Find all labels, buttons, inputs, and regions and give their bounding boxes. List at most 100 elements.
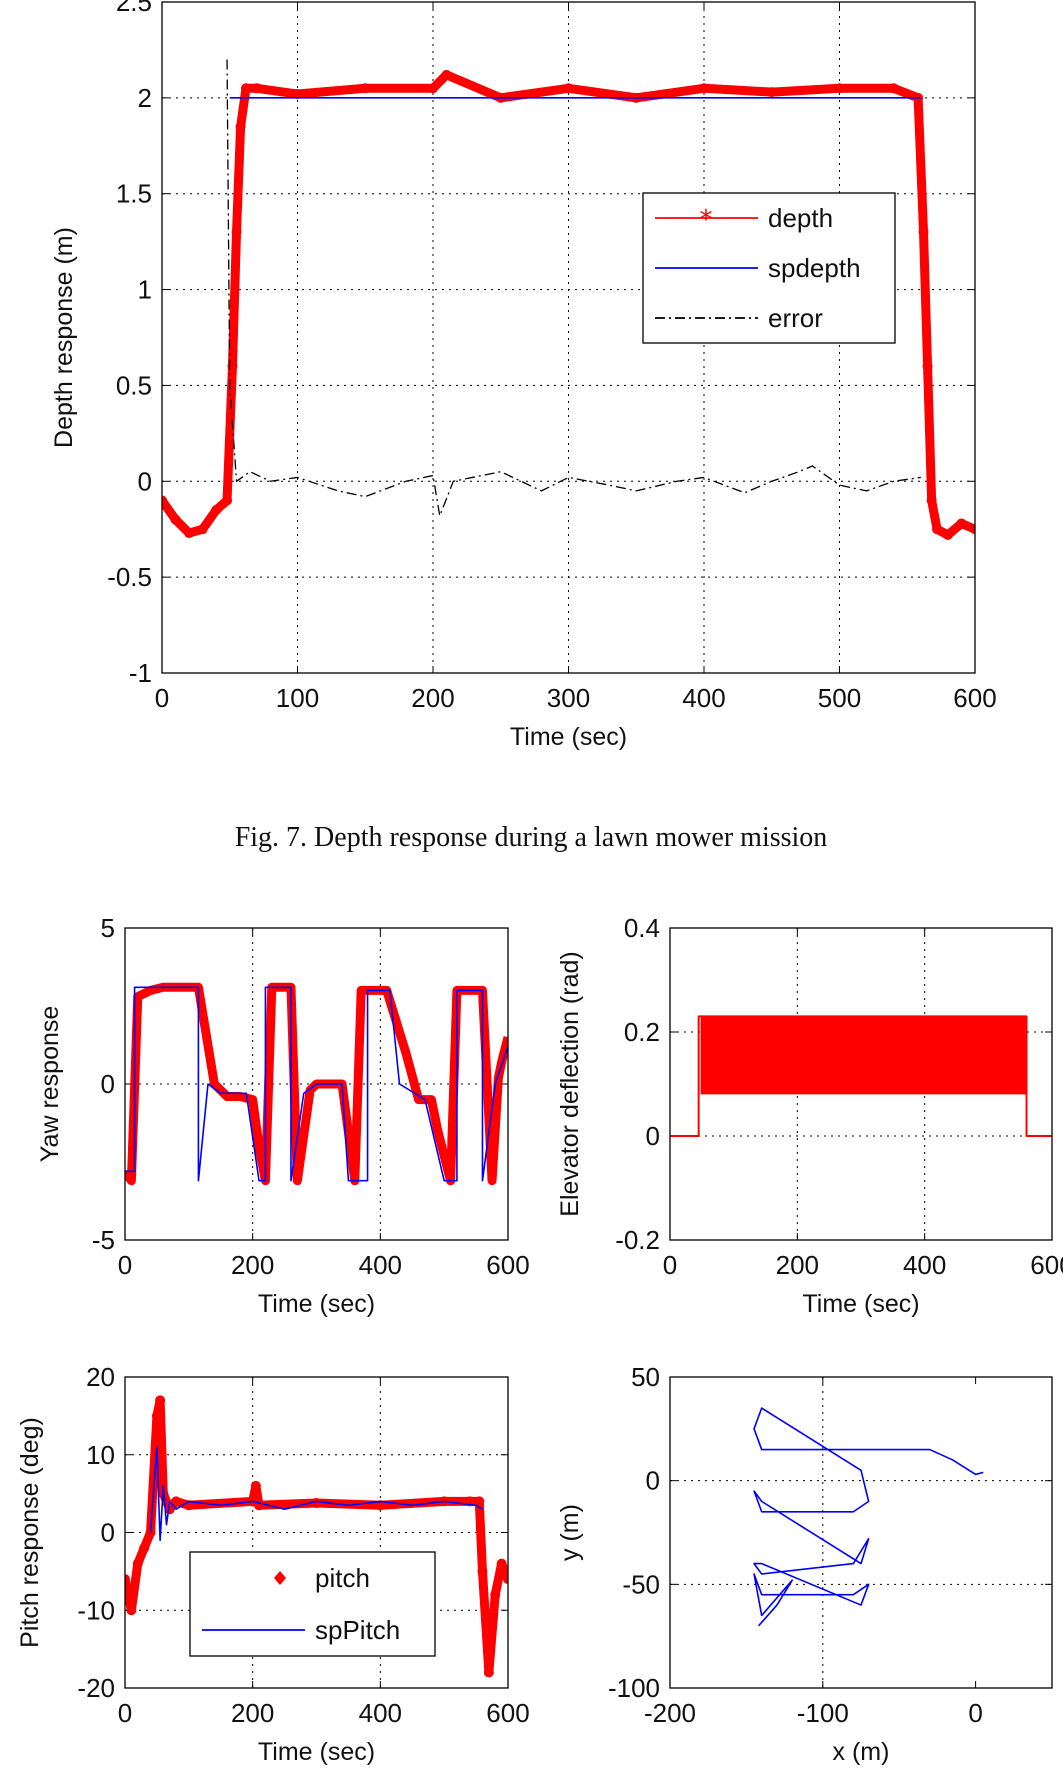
- depth-xlabel: Time (sec): [510, 723, 627, 751]
- depth-point-depth: [231, 227, 242, 238]
- depth-point-depth: [926, 495, 937, 506]
- depth-xtick-label: 300: [547, 683, 590, 713]
- depth-ytick-label: 0.5: [116, 370, 152, 400]
- pitch-point-pitch: [483, 1667, 494, 1678]
- pitch-legend-marker-pitch: [274, 1571, 286, 1585]
- pitch-ylabel: Pitch response (deg): [16, 1417, 44, 1648]
- elevator-ytick-label: 0: [646, 1121, 660, 1151]
- yaw-plot-area: [125, 982, 508, 1186]
- xy-xtick-label: 0: [968, 1698, 982, 1728]
- pitch-ytick-label: 10: [86, 1440, 115, 1470]
- elevator-xlabel: Time (sec): [802, 1290, 919, 1318]
- pitch-point-pitch: [132, 1558, 143, 1569]
- yaw-xtick-label: 200: [231, 1250, 274, 1280]
- depth-point-depth: [211, 505, 222, 516]
- elevator-xtick-label: 200: [776, 1250, 819, 1280]
- depth-point-depth: [292, 89, 303, 100]
- pitch-xtick-label: 600: [486, 1698, 529, 1728]
- depth-legend: * depth spdepth error: [642, 192, 896, 344]
- depth-xtick-label: 100: [276, 683, 319, 713]
- elevator-ylabel: Elevator deflection (rad): [556, 951, 584, 1216]
- elevator-xtick-label: 400: [903, 1250, 946, 1280]
- depth-point-depth: [360, 83, 371, 94]
- depth-point-depth: [970, 524, 975, 535]
- pitch-xtick-label: 400: [359, 1698, 402, 1728]
- depth-point-depth: [699, 83, 709, 94]
- pitch-ytick-label: 0: [101, 1518, 115, 1548]
- depth-ytick-label: -1: [129, 658, 152, 688]
- depth-point-depth: [251, 83, 262, 94]
- pitch-point-pitch: [496, 1558, 507, 1569]
- pitch-xtick-label: 0: [118, 1698, 132, 1728]
- pitch-ytick-label: -20: [77, 1673, 115, 1703]
- elevator-xtick-label: 600: [1030, 1250, 1063, 1280]
- pitch-legend: pitch spPitch: [189, 1551, 436, 1657]
- depth-ylabel: Depth response (m): [50, 227, 78, 448]
- xy-series-path: [753, 1407, 984, 1627]
- depth-plot-area: [162, 59, 975, 540]
- xy-axes-frame: [669, 1376, 1053, 1689]
- elevator-xtick-label: 0: [663, 1250, 677, 1280]
- pitch-chart: 0 200 400 600 -20 -10 0 10 20 Time (sec) Pitch res…: [16, 1362, 530, 1766]
- yaw-ylabel: Yaw response: [36, 1006, 64, 1163]
- depth-xtick-label: 0: [155, 683, 169, 713]
- pitch-point-pitch: [474, 1496, 485, 1507]
- yaw-xtick-label: 400: [359, 1250, 402, 1280]
- pitch-point-pitch: [477, 1566, 488, 1577]
- pitch-point-pitch: [490, 1589, 501, 1600]
- yaw-ytick-label: -5: [92, 1225, 115, 1255]
- depth-legend-label-spdepth: spdepth: [768, 253, 861, 283]
- depth-ytick-label: 2: [138, 83, 152, 113]
- depth-axes-frame: [161, 1, 976, 674]
- pitch-ytick-label: 20: [86, 1362, 115, 1392]
- depth-xtick-label: 400: [682, 683, 725, 713]
- depth-point-depth: [170, 514, 181, 525]
- pitch-series-spPitch: [149, 1446, 483, 1542]
- yaw-xlabel: Time (sec): [258, 1290, 375, 1318]
- pitch-point-pitch: [311, 1497, 322, 1508]
- pitch-point-pitch: [375, 1500, 386, 1511]
- pitch-point-pitch: [126, 1605, 137, 1616]
- figure-caption: Fig. 7. Depth response during a lawn mow…: [235, 822, 828, 853]
- pitch-xlabel: Time (sec): [258, 1738, 375, 1766]
- xy-xtick-label: -200: [644, 1698, 696, 1728]
- depth-ytick-label: -0.5: [107, 562, 152, 592]
- pitch-point-pitch: [503, 1574, 508, 1585]
- depth-point-depth: [888, 83, 899, 94]
- elevator-ytick-label: 0.2: [624, 1017, 660, 1047]
- depth-point-depth: [428, 83, 438, 94]
- elevator-plot-area: [670, 1015, 1052, 1137]
- depth-series-error: [226, 59, 921, 517]
- depth-point-depth: [222, 495, 233, 506]
- depth-point-depth: [197, 524, 208, 535]
- depth-xtick-label: 200: [411, 683, 454, 713]
- depth-point-depth: [766, 87, 777, 98]
- depth-legend-label-error: error: [768, 303, 823, 333]
- depth-ytick-label: 0: [138, 466, 152, 496]
- xy-ytick-label: -100: [608, 1673, 660, 1703]
- xy-xtick-label: -100: [797, 1698, 849, 1728]
- pitch-point-pitch: [151, 1410, 162, 1421]
- depth-point-depth: [235, 121, 246, 132]
- depth-point-depth: [942, 529, 953, 540]
- pitch-point-pitch: [125, 1574, 130, 1585]
- depth-ytick-label: 1: [138, 275, 152, 305]
- xy-ytick-label: -50: [622, 1569, 660, 1599]
- depth-xtick-label: 600: [953, 683, 996, 713]
- yaw-ytick-label: 5: [101, 913, 115, 943]
- xy-ytick-label: 50: [631, 1362, 660, 1392]
- depth-point-depth: [184, 528, 195, 539]
- elevator-series-elevator: [670, 1015, 1052, 1137]
- depth-point-depth: [932, 524, 943, 535]
- elevator-ytick-label: 0.4: [624, 913, 660, 943]
- yaw-axes-frame: [124, 927, 509, 1241]
- pitch-axes-frame: [124, 1376, 509, 1689]
- pitch-point-pitch: [139, 1543, 150, 1554]
- depth-point-depth: [241, 83, 252, 94]
- depth-point-depth: [922, 361, 933, 372]
- yaw-xtick-label: 0: [118, 1250, 132, 1280]
